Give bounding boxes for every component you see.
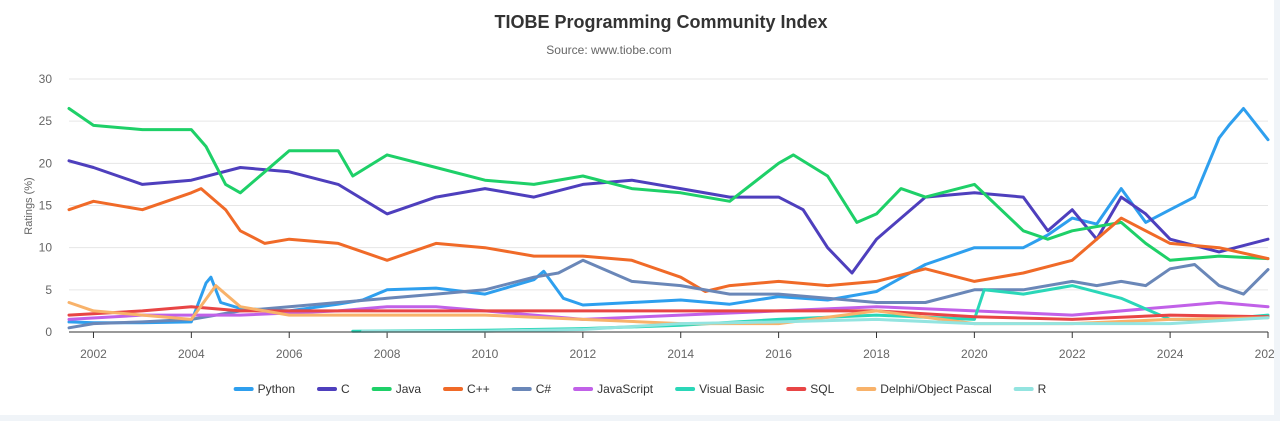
legend-label: C: [341, 382, 350, 396]
y-tick-label: 15: [39, 199, 53, 213]
legend-item-delphi-object-pascal[interactable]: Delphi/Object Pascal: [856, 382, 992, 396]
gridlines: [69, 78, 1268, 291]
x-tick-label: 2012: [570, 347, 597, 361]
legend-item-visual-basic[interactable]: Visual Basic: [675, 382, 764, 396]
legend-item-c[interactable]: C#: [511, 382, 552, 396]
series-lines: [67, 107, 1270, 333]
y-tick-label: 0: [45, 325, 52, 339]
series-line-r[interactable]: [361, 316, 1270, 333]
series-line-java[interactable]: [67, 107, 1270, 262]
legend-label: Python: [258, 382, 295, 396]
legend-item-javascript[interactable]: JavaScript: [573, 382, 654, 396]
y-tick-label: 25: [39, 114, 53, 128]
x-axis-ticks: 2002 2004 2006 2008 2010 2012 2014 2016 2018 2020…: [80, 332, 1274, 361]
y-axis-ticks: 0 5 10 15 20 25 30: [39, 72, 53, 339]
legend-label: C#: [536, 382, 552, 396]
series-line-c[interactable]: [67, 258, 1270, 330]
chart-title: TIOBE Programming Community Index: [494, 12, 827, 32]
x-tick-label: 2024: [1157, 347, 1184, 361]
x-tick-label: 2004: [178, 347, 205, 361]
legend-item-sql[interactable]: SQL: [786, 382, 835, 396]
x-tick-label: 2008: [374, 347, 401, 361]
x-tick-label: 2016: [765, 347, 792, 361]
legend-label: Java: [396, 382, 422, 396]
legend: Python C Java C++ C# JavaScript Visual Basic SQ…: [233, 382, 1047, 396]
y-axis-title: Ratings (%): [23, 177, 35, 234]
y-tick-label: 20: [39, 156, 53, 170]
x-tick-label: 2010: [472, 347, 499, 361]
x-tick-label: 2014: [667, 347, 694, 361]
y-tick-label: 30: [39, 72, 53, 86]
legend-label: Delphi/Object Pascal: [880, 382, 991, 396]
legend-item-r[interactable]: R: [1013, 382, 1047, 396]
series-line-python[interactable]: [67, 107, 1270, 325]
legend-item-python[interactable]: Python: [233, 382, 295, 396]
series-line-c[interactable]: [67, 159, 1270, 275]
legend-item-java[interactable]: Java: [371, 382, 422, 396]
x-tick-label: 2006: [276, 347, 303, 361]
series-line-javascript[interactable]: [67, 301, 1270, 321]
legend-label: C++: [467, 382, 490, 396]
legend-label: JavaScript: [597, 382, 654, 396]
x-tick-label: 2002: [80, 347, 107, 361]
x-tick-label: 2026: [1255, 347, 1274, 361]
x-tick-label: 2022: [1059, 347, 1086, 361]
chart-subtitle: Source: www.tiobe.com: [546, 43, 671, 57]
legend-label: R: [1038, 382, 1047, 396]
y-tick-label: 10: [39, 241, 53, 255]
x-tick-label: 2020: [961, 347, 988, 361]
series-line-c[interactable]: [67, 187, 1270, 293]
legend-item-c[interactable]: C++: [443, 382, 490, 396]
legend-item-c[interactable]: C: [317, 382, 350, 396]
y-tick-label: 5: [45, 283, 52, 297]
legend-label: Visual Basic: [699, 382, 764, 396]
x-tick-label: 2018: [863, 347, 890, 361]
legend-label: SQL: [810, 382, 834, 396]
series-line-sql[interactable]: [67, 305, 1270, 321]
